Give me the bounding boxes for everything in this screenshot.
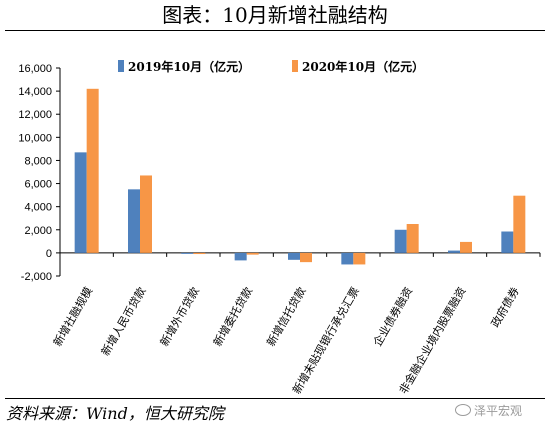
page-title: 图表：10月新增社融结构 — [162, 3, 388, 27]
bar — [513, 195, 526, 253]
x-tick-label: 新增委托贷款 — [210, 285, 255, 349]
y-tick-label: 16,000 — [18, 63, 52, 75]
x-tick-label: 新增人民币贷款 — [98, 285, 149, 359]
bar — [140, 175, 152, 253]
source-note: 资料来源：Wind，恒大研究院 — [6, 404, 224, 423]
legend-label: 2019年10月（亿元） — [128, 59, 250, 74]
bar — [86, 88, 99, 253]
y-tick-label: -2,000 — [21, 271, 52, 283]
x-tick-label: 新增外币贷款 — [157, 285, 202, 349]
bar — [246, 252, 259, 255]
legend-label: 2020年10月（亿元） — [302, 59, 424, 74]
watermark: 泽平宏观 — [455, 402, 522, 419]
y-tick-label: 12,000 — [18, 109, 52, 121]
x-tick-label: 新增社融规模 — [50, 285, 95, 349]
bar — [181, 252, 194, 254]
legend-swatch — [292, 60, 298, 72]
bar — [501, 231, 514, 253]
x-tick-label: 政府债券 — [488, 285, 522, 330]
bar — [460, 241, 472, 253]
y-tick-label: 6,000 — [24, 179, 52, 191]
footer-divider — [5, 398, 545, 399]
watermark-text: 泽平宏观 — [474, 404, 523, 418]
bar — [234, 252, 247, 261]
title-divider — [5, 30, 545, 31]
y-tick-label: 10,000 — [18, 132, 52, 144]
bar — [74, 152, 87, 253]
y-tick-label: 4,000 — [24, 202, 52, 214]
y-tick-label: 2,000 — [24, 225, 52, 237]
bar — [300, 252, 312, 263]
x-tick-label: 新增信托贷款 — [263, 285, 308, 349]
y-tick-label: 8,000 — [24, 155, 52, 167]
bar — [341, 252, 354, 265]
bar — [353, 252, 366, 265]
bar — [394, 229, 407, 253]
bar — [448, 250, 460, 253]
bar — [193, 252, 206, 255]
bar — [128, 189, 140, 253]
legend-swatch — [118, 60, 124, 72]
bar — [406, 224, 419, 253]
bar — [288, 252, 300, 260]
wechat-icon — [455, 404, 471, 416]
y-tick-label: 0 — [46, 248, 52, 260]
y-tick-label: 14,000 — [18, 86, 52, 98]
x-tick-label: 企业债券融资 — [370, 285, 415, 349]
